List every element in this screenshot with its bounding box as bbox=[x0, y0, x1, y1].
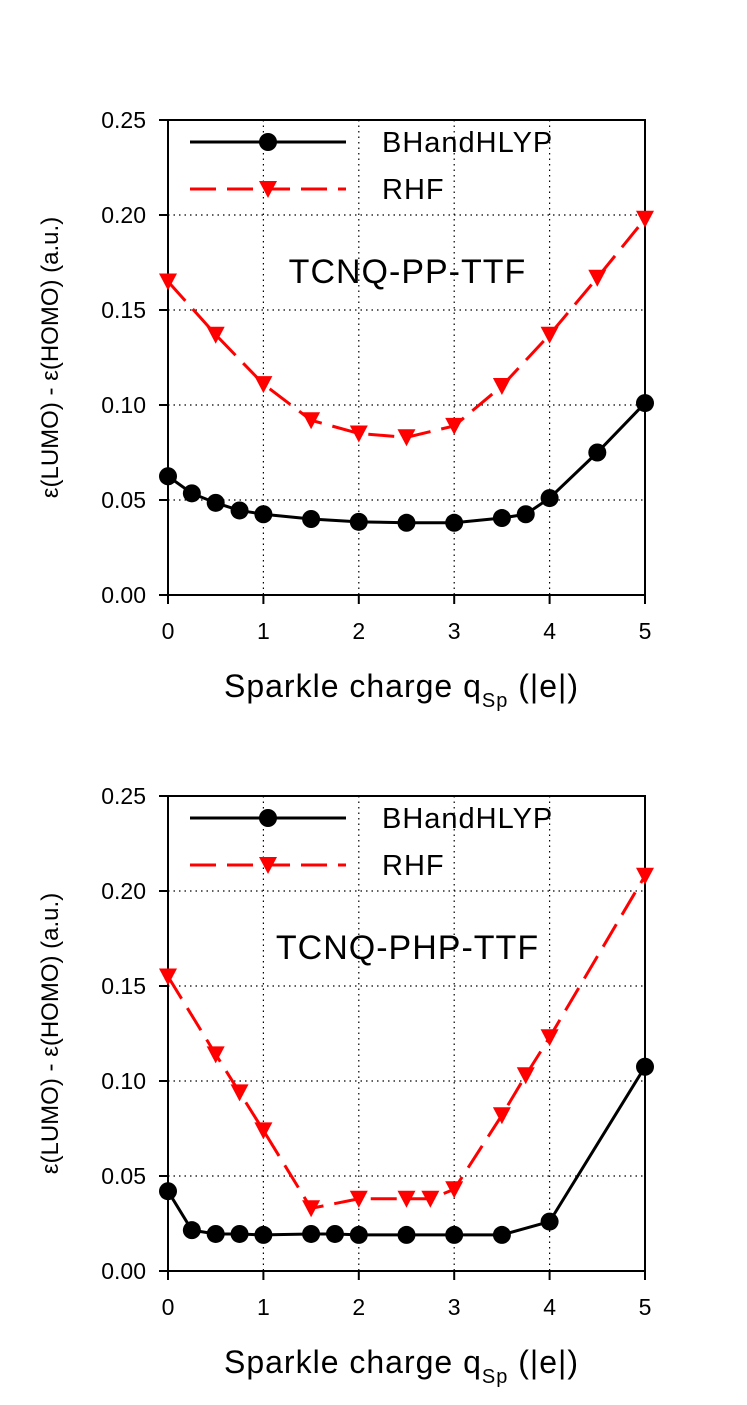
data-point-bhandhlyp bbox=[302, 510, 321, 528]
x-tick-label: 4 bbox=[543, 618, 556, 644]
series-line-rhf bbox=[166, 875, 647, 1210]
data-point-rhf bbox=[302, 412, 321, 430]
data-point-rhf bbox=[540, 326, 559, 344]
y-tick-label: 0.25 bbox=[101, 783, 146, 809]
legend-label-bhandhlyp: BHandHLYP bbox=[382, 127, 553, 159]
chart-annotation: TCNQ-PP-TTF bbox=[289, 253, 527, 291]
chart-tcnq-pp-ttf: 0 1 2 3 4 5 0.00 0.05 0.10 0.15 0.20 0.25 Sparkle ch… bbox=[37, 107, 654, 712]
data-point-rhf bbox=[636, 867, 654, 885]
legend-marker-bhandhlyp bbox=[259, 809, 277, 827]
data-point-rhf bbox=[588, 269, 607, 287]
x-axis-label: Sparkle charge qSp (|e|) bbox=[224, 1344, 579, 1388]
x-tick-label: 0 bbox=[162, 618, 175, 644]
x-tick-label: 3 bbox=[448, 618, 461, 644]
data-point-bhandhlyp bbox=[159, 1182, 177, 1201]
series-bhandhlyp bbox=[159, 394, 654, 532]
legend-label-rhf: RHF bbox=[382, 850, 445, 882]
data-point-bhandhlyp bbox=[302, 1224, 321, 1243]
data-point-rhf bbox=[206, 326, 225, 344]
x-tick-label: 5 bbox=[639, 618, 652, 644]
series-bhandhlyp bbox=[159, 1057, 654, 1244]
y-tick-label: 0.05 bbox=[101, 1163, 146, 1189]
data-point-rhf bbox=[421, 1190, 440, 1208]
x-tick-label: 5 bbox=[639, 1294, 652, 1320]
data-point-rhf bbox=[349, 1190, 368, 1208]
legend-marker-rhf bbox=[259, 181, 277, 198]
y-tick-label: 0.15 bbox=[101, 297, 146, 323]
data-point-rhf bbox=[349, 425, 368, 443]
y-tick-label: 0.10 bbox=[101, 1068, 146, 1094]
data-point-bhandhlyp bbox=[540, 1212, 559, 1231]
data-point-rhf bbox=[492, 1107, 511, 1125]
y-axis-label: ε(LUMO) - ε(HOMO) (a.u.) bbox=[37, 893, 64, 1174]
data-point-rhf bbox=[159, 273, 177, 291]
x-axis-label: Sparkle charge qSp (|e|) bbox=[224, 668, 579, 712]
x-tick-label: 1 bbox=[257, 1294, 270, 1320]
data-point-rhf bbox=[492, 378, 511, 395]
plot-frame bbox=[167, 795, 646, 1272]
chart-annotation: TCNQ-PHP-TTF bbox=[276, 929, 539, 967]
data-point-rhf bbox=[516, 1067, 535, 1085]
legend-marker-bhandhlyp bbox=[259, 133, 277, 151]
data-point-rhf bbox=[206, 1046, 225, 1064]
x-tick-label: 2 bbox=[352, 1294, 365, 1320]
data-point-bhandhlyp bbox=[540, 489, 559, 508]
data-point-bhandhlyp bbox=[445, 513, 464, 532]
y-tick-label: 0.25 bbox=[101, 107, 146, 133]
y-tick-label: 0.00 bbox=[101, 1258, 146, 1284]
data-point-bhandhlyp bbox=[254, 505, 273, 524]
data-point-bhandhlyp bbox=[397, 513, 416, 532]
data-point-rhf bbox=[254, 1122, 273, 1140]
data-point-bhandhlyp bbox=[206, 493, 225, 512]
data-point-bhandhlyp bbox=[182, 1221, 201, 1240]
data-point-bhandhlyp bbox=[349, 1225, 368, 1244]
data-point-bhandhlyp bbox=[159, 467, 177, 486]
y-axis-label: ε(LUMO) - ε(HOMO) (a.u.) bbox=[37, 217, 64, 498]
data-point-bhandhlyp bbox=[445, 1225, 464, 1244]
data-point-bhandhlyp bbox=[397, 1225, 416, 1244]
y-tick-label: 0.10 bbox=[101, 392, 146, 418]
legend-label-rhf: RHF bbox=[382, 174, 445, 206]
data-point-bhandhlyp bbox=[230, 501, 249, 520]
data-point-rhf bbox=[445, 417, 464, 435]
x-tick-label: 4 bbox=[543, 1294, 556, 1320]
series-rhf bbox=[159, 210, 654, 447]
data-point-rhf bbox=[397, 1190, 416, 1208]
x-tick-label: 0 bbox=[162, 1294, 175, 1320]
chart-tcnq-php-ttf: 0 1 2 3 4 5 0.00 0.05 0.10 0.15 0.20 0.25 Sparkle ch… bbox=[37, 783, 654, 1388]
y-tick-label: 0.05 bbox=[101, 487, 146, 513]
data-point-bhandhlyp bbox=[182, 484, 201, 503]
data-point-rhf bbox=[159, 968, 177, 986]
data-point-bhandhlyp bbox=[492, 509, 511, 528]
x-tick-label: 1 bbox=[257, 618, 270, 644]
legend-marker-rhf bbox=[259, 857, 277, 874]
plot-frame bbox=[167, 119, 646, 596]
data-point-bhandhlyp bbox=[230, 1224, 249, 1243]
y-tick-label: 0.15 bbox=[101, 973, 146, 999]
series-rhf bbox=[159, 867, 654, 1218]
x-tick-label: 3 bbox=[448, 1294, 461, 1320]
y-tick-label: 0.20 bbox=[101, 202, 146, 228]
y-tick-label: 0.00 bbox=[101, 582, 146, 608]
data-point-bhandhlyp bbox=[636, 1057, 654, 1076]
data-point-bhandhlyp bbox=[254, 1225, 273, 1244]
y-tick-label: 0.20 bbox=[101, 878, 146, 904]
data-point-rhf bbox=[254, 376, 273, 394]
data-point-rhf bbox=[445, 1181, 464, 1199]
data-point-bhandhlyp bbox=[636, 394, 654, 413]
data-point-rhf bbox=[540, 1029, 559, 1047]
data-point-bhandhlyp bbox=[325, 1224, 344, 1243]
legend-label-bhandhlyp: BHandHLYP bbox=[382, 803, 553, 835]
data-point-bhandhlyp bbox=[206, 1224, 225, 1243]
data-point-rhf bbox=[397, 429, 416, 447]
data-point-bhandhlyp bbox=[492, 1225, 511, 1244]
data-point-bhandhlyp bbox=[516, 505, 535, 524]
data-point-rhf bbox=[636, 210, 654, 228]
data-point-rhf bbox=[302, 1200, 321, 1218]
data-point-bhandhlyp bbox=[588, 443, 607, 462]
data-point-bhandhlyp bbox=[349, 512, 368, 531]
data-point-rhf bbox=[230, 1084, 249, 1102]
x-tick-label: 2 bbox=[352, 618, 365, 644]
